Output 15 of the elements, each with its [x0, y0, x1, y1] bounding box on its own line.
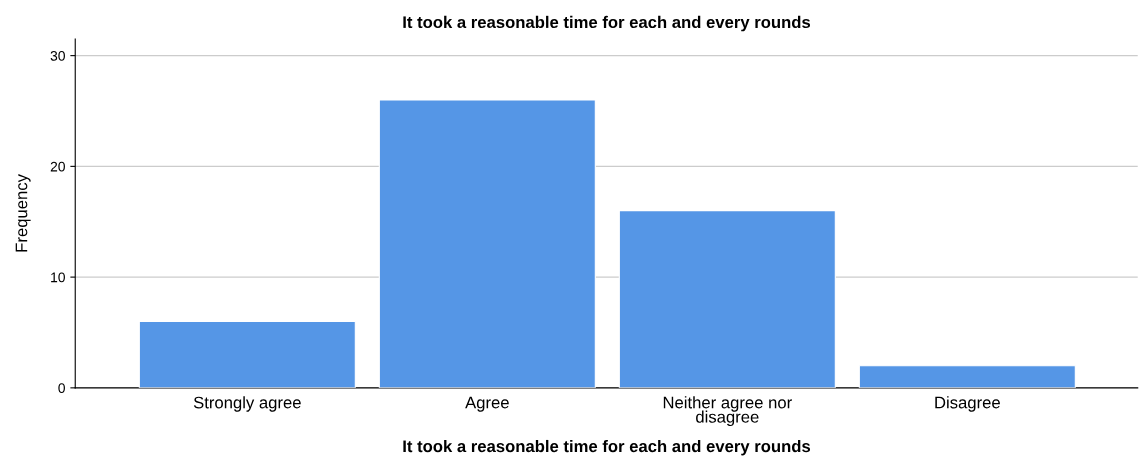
y-axis-title: Frequency — [15, 174, 31, 252]
y-tick-label: 10 — [51, 272, 65, 283]
x-axis-title: It took a reasonable time for each and every rounds — [403, 439, 811, 456]
bar — [858, 365, 1076, 388]
y-tick-label: 20 — [50, 161, 65, 172]
x-tick-label: Strongly agree — [193, 396, 301, 412]
y-tick-label: 30 — [50, 50, 65, 61]
bar — [378, 99, 596, 388]
bar — [618, 210, 836, 388]
bar — [138, 320, 356, 388]
y-tick-label: 0 — [58, 383, 65, 394]
chart-title: It took a reasonable time for each and every rounds — [403, 15, 811, 32]
x-tick-label: Disagree — [935, 396, 1000, 412]
x-tick-label: Neither agree nor disagree — [663, 396, 792, 427]
x-tick-label: Agree — [465, 396, 509, 412]
